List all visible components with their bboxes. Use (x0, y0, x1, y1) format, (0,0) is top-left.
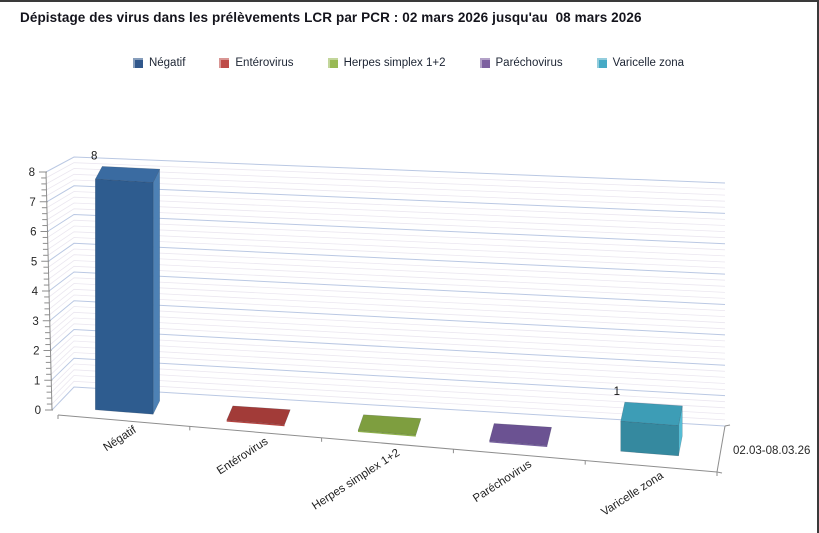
legend-swatch-icon (327, 58, 338, 68)
legend-label: Herpes simplex 1+2 (343, 57, 446, 69)
value-label: 8 (91, 150, 97, 162)
value-label: 1 (614, 386, 620, 398)
legend-item-varicelle-zona: Varicelle zona (596, 57, 685, 69)
category-labels: Négatif Entérovirus Herpes simplex 1+2 Paré… (101, 424, 666, 519)
y-axis-label: 2 (33, 346, 39, 358)
y-axis-label: 7 (29, 197, 35, 209)
y-axis-label: 5 (31, 256, 37, 268)
legend-item-enterovirus: Entérovirus (219, 57, 294, 69)
y-axis-label: 4 (32, 286, 39, 298)
y-axis-label: 1 (34, 375, 40, 387)
legend-swatch-icon (219, 58, 230, 68)
legend-label: Entérovirus (235, 57, 294, 69)
series-axis-label: 02.03-08.03.26 (733, 445, 810, 457)
category-label-herpes-simplex-1-2: Herpes simplex 1+2 (310, 447, 402, 513)
category-label-enterovirus: Entérovirus (215, 435, 271, 477)
bar-herpes-simplex-1-2 (357, 414, 422, 437)
legend-item-negatif: Négatif (132, 57, 186, 69)
bar-parechovirus (489, 423, 552, 447)
bars: 81 (91, 150, 683, 457)
bar-varicelle-zona: 1 (614, 386, 683, 457)
category-label-varicelle-zona: Varicelle zona (599, 469, 666, 518)
legend-item-herpes-simplex-1-2: Herpes simplex 1+2 (327, 57, 446, 69)
chart-legend: Négatif Entérovirus Herpes simplex 1+2 Paré… (0, 57, 817, 69)
category-label-parechovirus: Paréchovirus (471, 458, 534, 505)
y-axis-label: 3 (32, 316, 38, 328)
wall-gridlines (45, 156, 726, 427)
legend-label: Varicelle zona (612, 57, 685, 69)
legend-label: Paréchovirus (495, 57, 563, 69)
legend-swatch-icon (479, 58, 490, 68)
category-label-negatif: Négatif (101, 424, 139, 454)
y-axis-label: 0 (35, 405, 41, 417)
bar-enterovirus (226, 405, 291, 427)
legend-swatch-icon (596, 58, 607, 68)
axes: 0 1 2 3 4 5 6 7 8 02.03-08.03.26 (29, 167, 810, 476)
chart-title: Dépistage des virus dans les prélèvement… (20, 10, 642, 25)
legend-item-parechovirus: Paréchovirus (479, 57, 563, 69)
y-axis-label: 6 (30, 227, 36, 239)
legend-swatch-icon (132, 58, 143, 68)
legend-label: Négatif (148, 57, 186, 69)
bar-negatif: 8 (91, 150, 161, 415)
y-axis-label: 8 (29, 167, 35, 179)
